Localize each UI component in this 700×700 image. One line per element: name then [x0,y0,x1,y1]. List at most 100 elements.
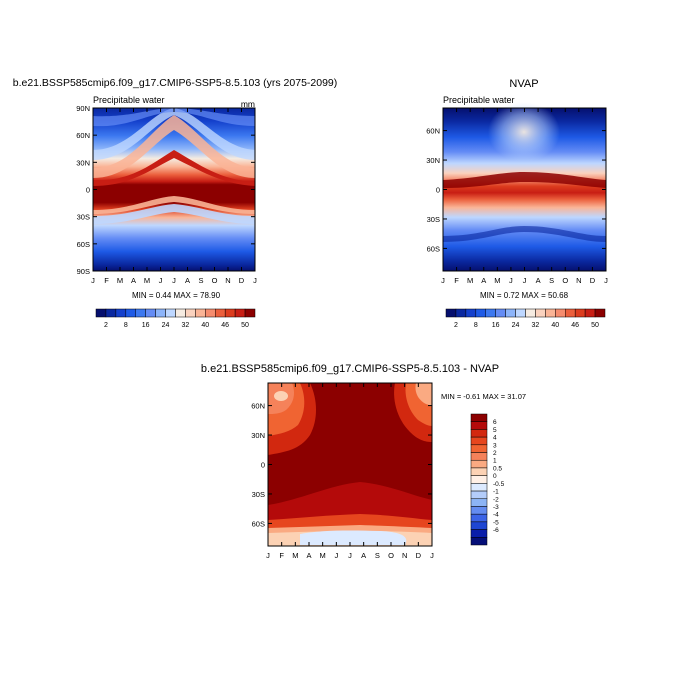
panel-model: b.e21.BSSP585cmip6.f09_g17.CMIP6-SSP5-8.… [13,77,338,329]
colorbar-swatch [505,308,516,318]
x-tick-label: F [454,276,459,285]
x-tick-label: N [402,551,407,560]
colorbar-swatch [105,308,117,318]
colorbar-swatch [470,444,488,453]
y-tick-label: 90N [76,104,90,113]
y-tick-label: 30S [77,213,90,222]
y-tick-label: 90S [77,267,90,276]
colorbar-label: 6 [493,419,497,426]
colorbar-swatch [95,308,107,318]
colorbar-swatch [470,483,488,492]
y-tick-label: 30N [251,431,265,440]
x-tick-label: J [604,276,608,285]
colorbar-swatch [155,308,166,318]
colorbar-label: -3 [493,504,499,511]
x-tick-label: A [536,276,541,285]
colorbar-label: -4 [493,512,499,519]
colorbar-swatch [545,308,556,318]
colorbar-swatch [565,308,576,318]
colorbar-swatch [535,308,546,318]
panel2-left-label: Precipitable water [443,95,515,105]
colorbar-swatch [470,529,488,538]
colorbar-label: -6 [493,527,499,534]
panel2-stats: MIN = 0.72 MAX = 50.68 [480,291,569,300]
colorbar-label: 40 [551,322,559,329]
colorbar-label: 40 [201,322,209,329]
colorbar-label: 32 [532,322,540,329]
colorbar-swatch [470,498,488,507]
colorbar-swatch [495,308,506,318]
y-tick-label: 60S [77,240,90,249]
colorbar-swatch [584,308,596,318]
x-tick-label: M [494,276,500,285]
y-tick-label: 30S [252,490,265,499]
panel1-stats: MIN = 0.44 MAX = 78.90 [132,291,221,300]
x-tick-label: J [348,551,352,560]
y-tick-label: 0 [261,461,265,470]
colorbar-swatch [475,308,486,318]
x-tick-label: A [131,276,136,285]
colorbar-swatch [115,308,127,318]
colorbar-swatch [234,308,246,318]
colorbar-label: 8 [124,322,128,329]
colorbar-swatch [594,308,606,318]
x-tick-label: N [225,276,230,285]
y-tick-label: 0 [86,186,90,195]
panel1-title: b.e21.BSSP585cmip6.f09_g17.CMIP6-SSP5-8.… [13,77,338,89]
x-tick-label: J [172,276,176,285]
x-tick-label: M [144,276,150,285]
y-tick-label: 60S [427,244,440,253]
colorbar-swatch [195,308,206,318]
colorbar-swatch [515,308,526,318]
panel-difference: b.e21.BSSP585cmip6.f09_g17.CMIP6-SSP5-8.… [201,363,526,560]
x-tick-label: O [562,276,568,285]
panel1-colorbar: 2 8 16 24 32 40 46 50 [95,308,256,329]
panel1-units-label: mm [241,99,255,109]
colorbar-label: 32 [182,322,190,329]
colorbar-swatch [470,506,488,515]
panel2-colorbar: 2 8 16 24 32 40 46 50 [445,308,606,329]
colorbar-label: 2 [493,450,497,457]
colorbar-swatch [175,308,186,318]
panel3-stats: MIN = -0.61 MAX = 31.07 [441,392,526,401]
colorbar-swatch [244,308,256,318]
x-tick-label: A [306,551,311,560]
colorbar-swatch [470,421,488,430]
colorbar-label: 50 [241,322,249,329]
x-tick-label: F [104,276,109,285]
colorbar-swatch [470,490,488,500]
colorbar-label: 24 [512,322,520,329]
y-tick-label: 60N [251,402,265,411]
colorbar-label: 4 [493,435,497,442]
colorbar-swatch [470,452,488,461]
x-tick-label: J [441,276,445,285]
colorbar-swatch [574,308,586,318]
colorbar-swatch [165,308,176,318]
panel1-left-label: Precipitable water [93,95,165,105]
y-tick-label: 60N [76,131,90,140]
y-tick-label: 0 [436,186,440,195]
x-tick-label: A [185,276,190,285]
colorbar-label: -0.5 [493,481,505,488]
x-tick-label: J [523,276,527,285]
colorbar-swatch [470,429,488,438]
x-tick-label: D [416,551,422,560]
colorbar-label: 2 [104,322,108,329]
colorbar-swatch [224,308,236,318]
colorbar-swatch [525,308,536,318]
colorbar-swatch [125,308,136,318]
panel2-title: NVAP [509,78,538,90]
x-tick-label: J [430,551,434,560]
x-tick-label: M [320,551,326,560]
colorbar-swatch [470,475,488,484]
colorbar-swatch [470,513,488,523]
colorbar-label: 0 [493,473,497,480]
colorbar-label: 50 [591,322,599,329]
x-tick-label: N [576,276,581,285]
colorbar-label: 5 [493,427,497,434]
colorbar-label: 16 [492,322,500,329]
